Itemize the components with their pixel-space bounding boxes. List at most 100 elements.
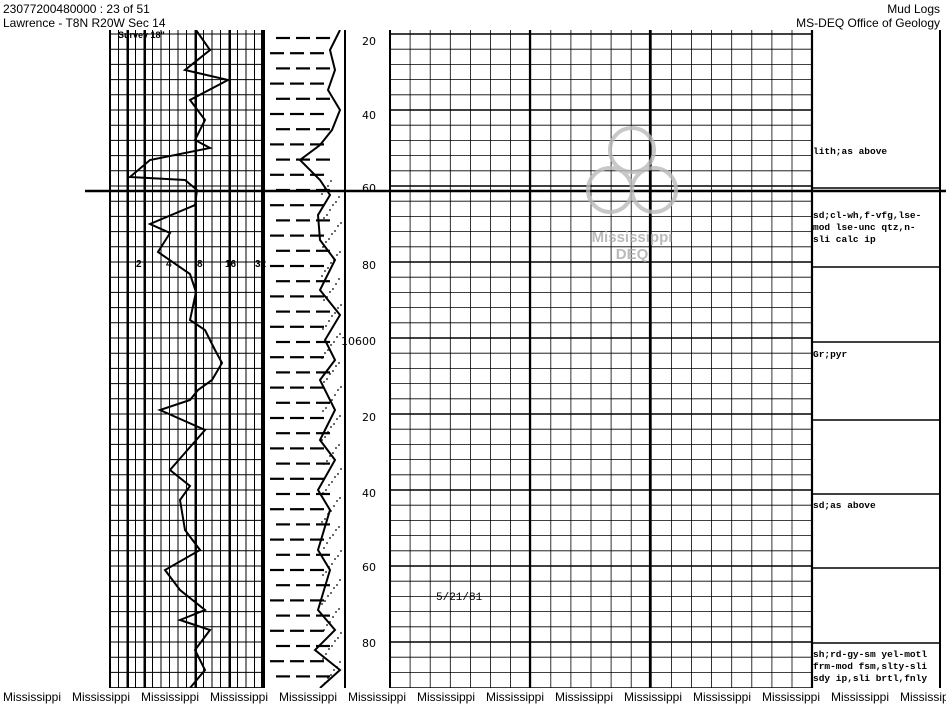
- sand-dot: [339, 333, 341, 335]
- sand-dot: [326, 542, 328, 544]
- sand-dot: [323, 381, 325, 383]
- sand-dot: [325, 653, 327, 655]
- sand-dot: [328, 484, 330, 486]
- sand-dot: [328, 648, 330, 650]
- sand-dot: [327, 267, 329, 269]
- depth-label: 60: [362, 561, 376, 574]
- sand-dot: [330, 344, 332, 346]
- depth-label: 20: [362, 35, 376, 48]
- footer-watermark: Mississippi: [900, 690, 946, 704]
- scale-label: 2: [136, 259, 142, 270]
- sand-dot: [336, 336, 338, 338]
- sand-dot: [339, 251, 341, 253]
- footer-watermark: Mississippi: [72, 690, 131, 704]
- sand-dot: [330, 426, 332, 428]
- scale-label: 32: [255, 259, 267, 270]
- scale-label: 16: [225, 259, 237, 270]
- sand-dot: [334, 394, 336, 396]
- sand-dot: [332, 204, 334, 206]
- footer-watermark: Mississippi: [624, 690, 683, 704]
- survey-label: Survey 18": [118, 30, 165, 40]
- sand-dot: [332, 370, 334, 372]
- lithology-description: sh;rd-gy-sm yel-motl frm-mod fsm,slty-sl…: [813, 649, 928, 684]
- sand-dot: [323, 217, 325, 219]
- sand-dot: [322, 410, 324, 412]
- footer-watermark: Mississippi: [348, 690, 407, 704]
- sand-dot: [334, 230, 336, 232]
- sand-dot: [334, 476, 336, 478]
- footer-watermark: Mississippi: [486, 690, 545, 704]
- well-location: Lawrence - T8N R20W Sec 14: [3, 16, 166, 30]
- sand-dot: [326, 460, 328, 462]
- sand-dot: [331, 645, 333, 647]
- sand-dot: [324, 436, 326, 438]
- sand-dot: [339, 661, 341, 663]
- agency-name: MS-DEQ Office of Geology: [796, 16, 940, 30]
- sand-dot: [329, 373, 331, 375]
- document-id: 23077200480000 : 23 of 51: [3, 2, 150, 16]
- sand-dot: [327, 185, 329, 187]
- sand-dot: [327, 677, 329, 679]
- sand-dot: [337, 307, 339, 309]
- depth-label: 60: [362, 182, 376, 195]
- sand-dot: [321, 521, 323, 523]
- sand-dot: [340, 468, 342, 470]
- sand-dot: [330, 674, 332, 676]
- sand-dot: [323, 299, 325, 301]
- sand-dot: [340, 550, 342, 552]
- sand-dot: [333, 423, 335, 425]
- sand-dot: [339, 579, 341, 581]
- footer-watermark: Mississippi: [762, 690, 821, 704]
- sand-dot: [337, 637, 339, 639]
- sand-dot: [334, 640, 336, 642]
- sand-dot: [334, 312, 336, 314]
- sand-dot: [325, 489, 327, 491]
- sand-dot: [337, 389, 339, 391]
- sand-dot: [325, 325, 327, 327]
- sand-dot: [330, 262, 332, 264]
- sand-dot: [322, 658, 324, 660]
- sand-dot: [328, 320, 330, 322]
- sand-dot: [321, 357, 323, 359]
- sand-dot: [328, 402, 330, 404]
- sand-dot: [324, 352, 326, 354]
- sand-dot: [327, 431, 329, 433]
- lithology-curve: [298, 30, 342, 688]
- sand-dot: [335, 447, 337, 449]
- sand-dot: [331, 563, 333, 565]
- sand-dot: [323, 629, 325, 631]
- sand-dot: [336, 584, 338, 586]
- sand-dot: [321, 603, 323, 605]
- sand-dot: [338, 278, 340, 280]
- depth-label: 10600: [341, 335, 376, 348]
- sand-dot: [335, 201, 337, 203]
- sand-dot: [337, 473, 339, 475]
- sand-dot: [337, 555, 339, 557]
- sand-dot: [340, 222, 342, 224]
- sand-dot: [338, 608, 340, 610]
- sand-dot: [329, 537, 331, 539]
- sand-dot: [327, 349, 329, 351]
- footer-watermark: Mississippi: [141, 690, 200, 704]
- footer-watermark: Mississippi: [831, 690, 890, 704]
- sand-dot: [329, 291, 331, 293]
- sand-dot: [339, 415, 341, 417]
- sand-dot: [331, 481, 333, 483]
- scale-label: 4: [166, 259, 172, 270]
- sand-dot: [335, 365, 337, 367]
- footer-watermark: Mississippi: [417, 690, 476, 704]
- sand-dot: [323, 463, 325, 465]
- sand-dot: [325, 571, 327, 573]
- lithology-description: sd;cl-wh,f-vfg,lse- mod lse-unc qtz,n- s…: [813, 210, 922, 245]
- sand-dot: [340, 386, 342, 388]
- sand-dot: [333, 587, 335, 589]
- depth-label: 40: [362, 487, 376, 500]
- sand-dot: [337, 225, 339, 227]
- date-annotation: 5/21/81: [436, 592, 483, 604]
- sand-dot: [335, 283, 337, 285]
- sand-dot: [331, 399, 333, 401]
- depth-label: 80: [362, 637, 376, 650]
- sand-dot: [324, 270, 326, 272]
- sand-dot: [327, 595, 329, 597]
- sand-dot: [322, 574, 324, 576]
